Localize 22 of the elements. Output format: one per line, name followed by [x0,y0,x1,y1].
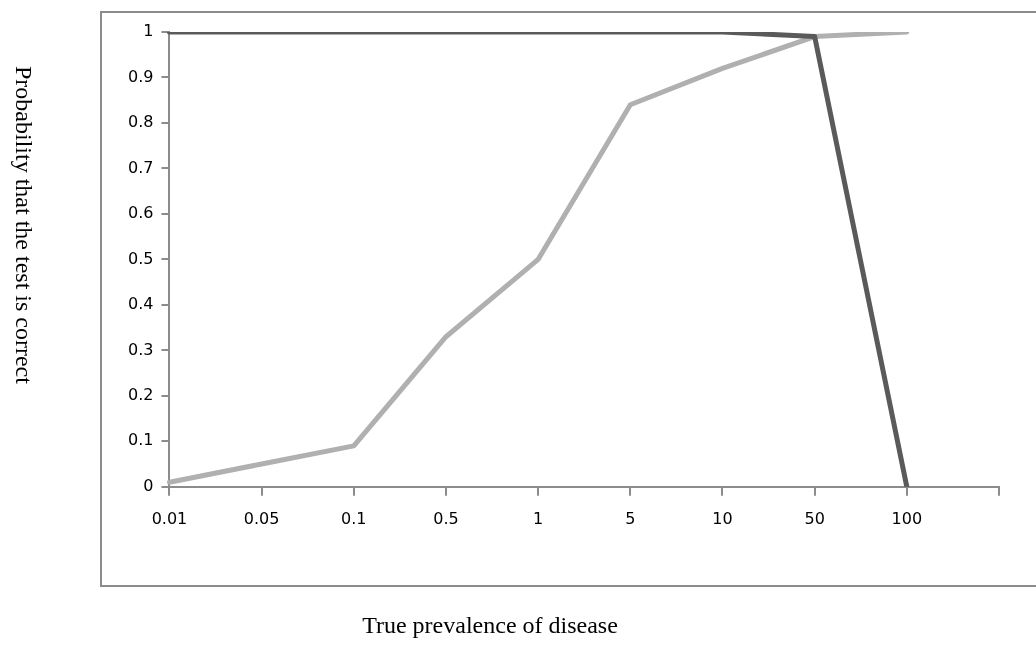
y-tick-label: 0.5 [127,248,154,268]
x-tick-label: 100 [891,508,923,528]
y-tick-label: 0.6 [127,203,154,223]
y-tick-label: 0 [143,475,154,495]
x-tick-label: 5 [625,508,636,528]
y-tick-label: 1 [143,21,154,41]
y-tick-label: 0.4 [127,294,154,314]
y-tick-label: 0.8 [127,112,154,132]
y-tick-label: 0.3 [127,339,154,359]
y-tick-label: 0.9 [127,66,154,86]
y-tick-label: 0.2 [127,385,154,404]
y-axis-title: Probability that the test is correct [10,65,37,386]
y-tick-label: 0.7 [127,157,154,177]
x-tick-label: 0.01 [151,508,188,528]
x-tick-label: 0.5 [433,508,459,528]
x-tick-label: 10 [712,508,733,528]
y-tick-label: 0.1 [127,430,154,450]
x-tick-label: 0.05 [243,508,280,528]
x-axis-title: True prevalence of disease [361,612,619,639]
x-tick-label: 50 [804,508,825,528]
x-tick-label: 0.1 [341,508,367,528]
x-tick-label: 1 [533,508,544,528]
